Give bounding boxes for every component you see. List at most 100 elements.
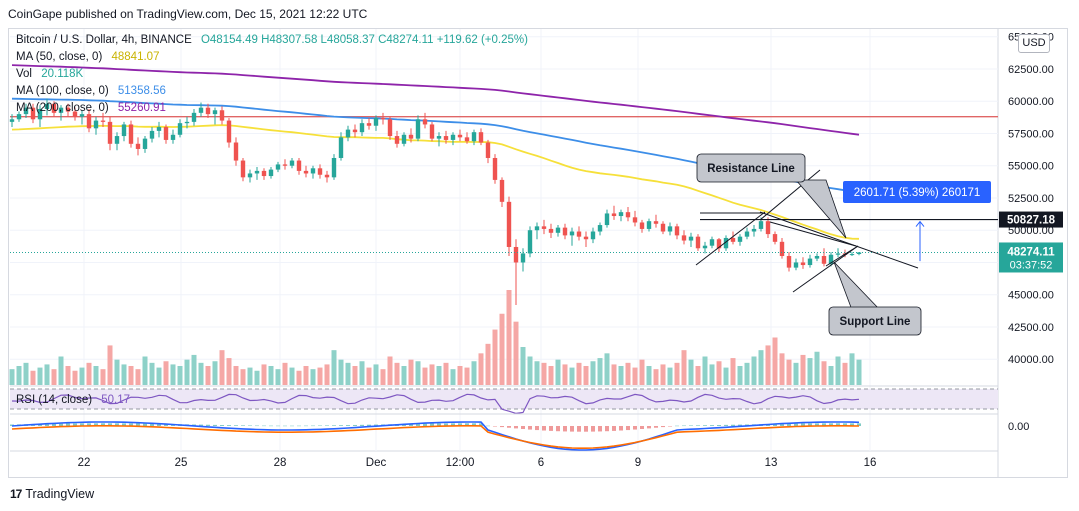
volume-bar [765, 345, 771, 385]
macd-histogram-bar [248, 425, 252, 426]
candle-body [359, 123, 365, 133]
volume-bar [632, 367, 638, 385]
macd-zero-label: 0.00 [1008, 421, 1029, 433]
volume-bar [520, 347, 526, 385]
volume-bar [177, 366, 183, 385]
volume-bar [576, 362, 582, 385]
volume-bar [23, 362, 29, 385]
currency-button[interactable]: USD [1018, 34, 1050, 53]
volume-bar [506, 290, 512, 385]
volume-bar [107, 345, 113, 385]
candle-body [352, 129, 358, 133]
candle-body [646, 221, 652, 229]
tradingview-footer[interactable]: 17 TradingView [10, 487, 94, 501]
volume-bar [345, 362, 351, 385]
macd-histogram-bar [150, 423, 154, 426]
ma200-line [11, 64, 860, 136]
ma50-line [11, 124, 860, 240]
macd-histogram-bar [339, 425, 343, 426]
candle-body [828, 254, 834, 264]
support-trendline [792, 245, 859, 293]
candle-body [177, 123, 183, 135]
macd-histogram-bar [668, 426, 672, 427]
candle-body [408, 134, 414, 139]
volume-bar [324, 364, 330, 385]
volume-bar [513, 321, 519, 385]
volume-bar [198, 362, 204, 385]
candle-body [289, 160, 295, 166]
measure-label-box [843, 181, 991, 203]
volume-bar [583, 366, 589, 385]
legend-rsi-label[interactable]: RSI (14, close) [16, 394, 93, 406]
resistance-trendline [759, 211, 919, 269]
candle-body [513, 246, 519, 263]
volume-bar [737, 366, 743, 385]
macd-histogram-bar [129, 423, 133, 426]
candle-body [506, 201, 512, 247]
macd-histogram-bar [598, 426, 602, 432]
volume-bar [471, 361, 477, 385]
candle-body [128, 124, 134, 144]
macd-histogram-bar [738, 424, 742, 426]
volume-bar [674, 362, 680, 385]
candle-body [618, 212, 624, 217]
legend-ma50-label[interactable]: MA (50, close, 0) [16, 51, 103, 63]
macd-histogram-bar [808, 423, 812, 426]
volume-bar [604, 353, 610, 385]
macd-histogram-bar [486, 425, 490, 427]
volume-bar [758, 350, 764, 385]
time-tick-label: 12:00 [446, 457, 475, 469]
macd-histogram-bar [717, 425, 721, 426]
volume-bar [184, 359, 190, 385]
volume-bar [408, 359, 414, 385]
legend-ma100-row: MA (100, close, 0) 51358.56 [16, 85, 166, 97]
candle-body [590, 231, 596, 240]
volume-bar [401, 366, 407, 385]
macd-histogram-bar [199, 424, 203, 426]
macd-histogram-bar [311, 425, 315, 427]
legend-vol-label[interactable]: Vol [16, 68, 32, 80]
candle-body [268, 169, 274, 177]
volume-bar [296, 370, 302, 385]
candle-body [625, 212, 631, 218]
macd-histogram-bar [213, 424, 217, 426]
candle-body [93, 120, 99, 129]
macd-histogram-bar [626, 426, 630, 431]
candle-body [464, 137, 470, 142]
volume-bar [548, 366, 554, 385]
candle-body [786, 256, 792, 268]
volume-bar [170, 364, 176, 385]
macd-histogram-bar [836, 423, 840, 426]
legend-ma200-label[interactable]: MA (200, close, 0) [16, 102, 109, 114]
macd-histogram-bar [479, 423, 483, 426]
candle-body [310, 168, 316, 174]
macd-signal-line [11, 424, 860, 450]
volume-bar [387, 356, 393, 385]
volume-bar [597, 358, 603, 385]
volume-bar [856, 359, 862, 385]
candle-body [527, 230, 533, 254]
candle-body [485, 142, 491, 158]
candle-body [254, 170, 260, 174]
candle-body [660, 223, 666, 232]
candle-body [107, 121, 113, 144]
candle-body [247, 173, 253, 178]
resistance-callout-pointer [795, 179, 847, 239]
macd-histogram-bar [521, 426, 525, 429]
candle-body [331, 157, 337, 178]
tradingview-logo-icon: 17 [10, 487, 22, 501]
volume-bar [51, 369, 57, 385]
volume-bar [149, 362, 155, 385]
volume-bar [660, 364, 666, 385]
volume-bar [135, 369, 141, 385]
volume-bar [695, 366, 701, 385]
legend-ma100-label[interactable]: MA (100, close, 0) [16, 85, 109, 97]
volume-bar [709, 364, 715, 385]
volume-bar [618, 366, 624, 385]
macd-histogram-bar [500, 426, 504, 428]
macd-histogram-bar [353, 424, 357, 426]
legend-symbol[interactable]: Bitcoin / U.S. Dollar, 4h, BINANCE [16, 34, 192, 46]
macd-histogram-bar [52, 423, 56, 426]
macd-histogram-bar [787, 423, 791, 426]
